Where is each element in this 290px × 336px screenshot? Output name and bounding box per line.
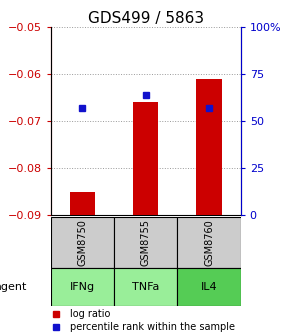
Title: GDS499 / 5863: GDS499 / 5863 <box>88 11 204 26</box>
Text: IL4: IL4 <box>201 282 217 292</box>
Text: GSM8760: GSM8760 <box>204 219 214 266</box>
Bar <box>177 268 241 306</box>
Text: GSM8755: GSM8755 <box>141 219 151 266</box>
Bar <box>114 217 177 268</box>
Text: log ratio: log ratio <box>70 309 110 319</box>
Text: GSM8750: GSM8750 <box>77 219 87 266</box>
Bar <box>114 268 177 306</box>
Bar <box>133 102 158 215</box>
Bar <box>196 79 222 215</box>
Text: IFNg: IFNg <box>70 282 95 292</box>
Text: percentile rank within the sample: percentile rank within the sample <box>70 322 235 332</box>
Bar <box>70 192 95 215</box>
Text: TNFa: TNFa <box>132 282 160 292</box>
Bar <box>51 268 114 306</box>
Bar <box>51 217 114 268</box>
Text: agent: agent <box>0 282 27 292</box>
Bar <box>177 217 241 268</box>
